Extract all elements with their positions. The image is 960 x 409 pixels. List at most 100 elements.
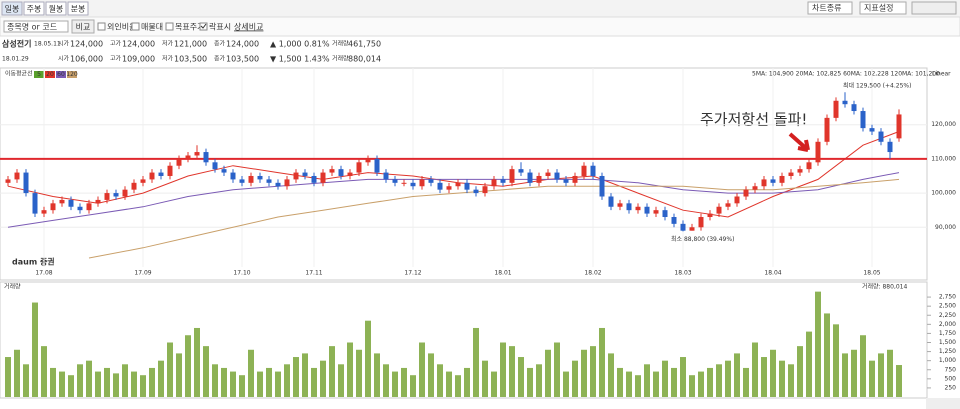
- volume-bar: [158, 360, 164, 397]
- volume-bar: [77, 364, 83, 397]
- volume-bar: [347, 342, 353, 397]
- volume-bar: [185, 335, 191, 397]
- volume-bar: [554, 342, 560, 397]
- tab-label[interactable]: 주봉: [27, 5, 42, 14]
- candle-body: [428, 179, 434, 183]
- zoom-controls[interactable]: [926, 398, 960, 409]
- candle-body: [239, 179, 245, 183]
- volume-tick-label: 250: [945, 384, 957, 391]
- tab[interactable]: [45, 1, 67, 16]
- candle-body: [869, 128, 875, 132]
- y-tick-label: 90,000: [935, 224, 956, 231]
- candle-body: [392, 179, 398, 183]
- checkbox-label[interactable]: 외인비율: [107, 22, 136, 32]
- tab[interactable]: [23, 1, 45, 16]
- ma-label: 이동평균선: [5, 70, 33, 78]
- checkmark[interactable]: [200, 23, 207, 29]
- volume-bar: [545, 349, 551, 397]
- scale-label: Linear: [932, 71, 951, 78]
- candle-body: [23, 172, 29, 194]
- high-label: 최대 129,500 (+4.25%): [843, 82, 911, 90]
- checkbox[interactable]: [165, 22, 174, 31]
- chart-type-label[interactable]: 차트종류: [812, 4, 841, 13]
- candle-body: [464, 182, 470, 190]
- volume-bar: [50, 367, 56, 397]
- volume-bar: [770, 349, 776, 397]
- checkbox[interactable]: [131, 22, 140, 31]
- chart-type-select[interactable]: [807, 1, 853, 15]
- field-value: 121,000: [174, 40, 207, 49]
- annotation: 주가저항선 돌파!: [700, 111, 807, 129]
- candle-body: [851, 104, 857, 112]
- volume-bar: [14, 349, 20, 397]
- candle-body: [50, 203, 56, 211]
- volume-bar: [140, 375, 146, 397]
- checkbox-label[interactable]: 목표주가: [175, 23, 205, 32]
- search-placeholder[interactable]: 종목명 or 코드: [7, 22, 57, 32]
- volume-bar: [365, 320, 371, 397]
- tool-icons[interactable]: [911, 1, 957, 15]
- volume-bar: [383, 364, 389, 397]
- volume-bar: [68, 375, 74, 397]
- volume-bar: [293, 357, 299, 397]
- volume-bar: [41, 346, 47, 397]
- volume-tick-label: 750: [945, 366, 957, 373]
- tab[interactable]: [1, 1, 23, 16]
- candle-body: [14, 172, 20, 180]
- ma-line: [7, 172, 900, 228]
- field-label: 종가: [214, 40, 226, 48]
- volume-bar: [482, 360, 488, 397]
- checkbox[interactable]: [199, 22, 208, 31]
- volume-bar: [590, 346, 596, 397]
- candle-body: [185, 155, 191, 159]
- ma-legend-box: [34, 71, 44, 78]
- volume-bar: [761, 357, 767, 397]
- y-tick-label: 100,000: [931, 190, 956, 197]
- indicator-select[interactable]: [859, 1, 907, 15]
- volume-bar: [311, 367, 317, 397]
- volume-bar: [563, 371, 569, 397]
- compare-button[interactable]: [71, 19, 95, 34]
- volume-bar: [662, 360, 668, 397]
- tab[interactable]: [67, 1, 89, 16]
- field-value: 106,000: [70, 55, 103, 64]
- candle-body: [266, 179, 272, 183]
- volume-tick-label: 2,500: [939, 303, 956, 310]
- volume-bar: [824, 313, 830, 397]
- candle-body: [887, 141, 893, 153]
- candle-body: [383, 172, 389, 180]
- checkbox[interactable]: [97, 22, 106, 31]
- candle-body: [581, 165, 587, 176]
- tab-label[interactable]: 분봉: [71, 5, 86, 14]
- volume-bar: [626, 371, 632, 397]
- candle-body: [788, 172, 794, 176]
- candle-body: [572, 175, 578, 183]
- indicator-label[interactable]: 지표설정: [864, 3, 893, 13]
- volume-bar: [284, 364, 290, 397]
- volume-bar: [95, 371, 101, 397]
- field-value: 103,500: [226, 55, 259, 64]
- compare-label[interactable]: 비교: [76, 23, 91, 32]
- candle-body: [248, 175, 254, 183]
- x-tick-label: 18.04: [764, 270, 781, 277]
- candle-body: [32, 193, 38, 214]
- detail-link[interactable]: 상세비교: [234, 22, 263, 32]
- candle-body: [68, 199, 74, 207]
- volume-bar: [581, 349, 587, 397]
- volume-bar: [122, 364, 128, 397]
- candle-body: [734, 196, 740, 204]
- volume-bar: [392, 371, 398, 397]
- ma-legend-label: 120: [66, 71, 78, 78]
- volume-bar: [428, 353, 434, 397]
- volume-bar: [302, 353, 308, 397]
- volume-bar: [203, 346, 209, 397]
- field-label: 시가: [58, 55, 70, 63]
- candle-body: [797, 169, 803, 173]
- tab-label[interactable]: 일봉: [5, 5, 20, 14]
- candle-body: [563, 179, 569, 183]
- checkbox-label[interactable]: 락표시: [209, 22, 231, 32]
- checkbox-label[interactable]: 매물대: [141, 23, 163, 32]
- candle-body: [860, 111, 866, 129]
- search-box[interactable]: [3, 20, 69, 33]
- tab-label[interactable]: 월봉: [49, 4, 64, 14]
